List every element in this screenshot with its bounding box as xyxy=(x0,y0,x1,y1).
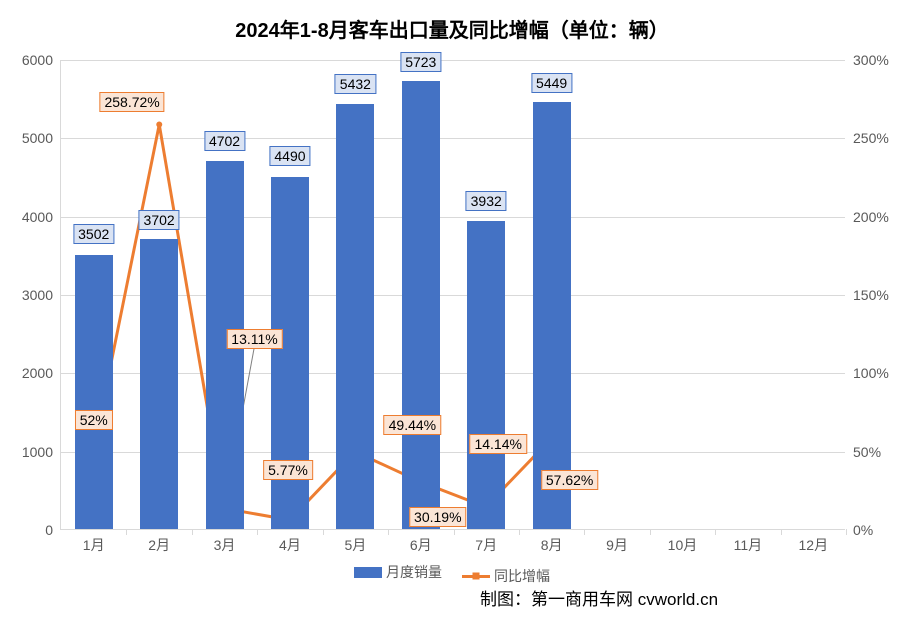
y-left-tick-label: 1000 xyxy=(22,444,61,460)
x-tick-label: 7月 xyxy=(475,529,497,555)
y-left-tick-label: 0 xyxy=(45,522,61,538)
line-value-label: 52% xyxy=(75,410,113,430)
legend-label: 月度销量 xyxy=(386,562,442,582)
x-tick-label: 1月 xyxy=(83,529,105,555)
x-tick-label: 8月 xyxy=(541,529,563,555)
line-value-label: 13.11% xyxy=(226,329,282,349)
y-left-tick-label: 4000 xyxy=(22,209,61,225)
bar-value-label: 5432 xyxy=(335,74,376,94)
x-tick-label: 2月 xyxy=(148,529,170,555)
x-tick-label: 10月 xyxy=(668,529,698,555)
bar xyxy=(402,81,440,529)
chart-title: 2024年1-8月客车出口量及同比增幅（单位：辆） xyxy=(0,0,904,43)
line-value-label: 5.77% xyxy=(263,460,313,480)
bar-value-label: 5449 xyxy=(531,73,572,93)
bar xyxy=(75,255,113,529)
bar xyxy=(336,104,374,530)
y-left-tick-label: 2000 xyxy=(22,365,61,381)
x-tick-label: 4月 xyxy=(279,529,301,555)
line-value-label: 30.19% xyxy=(409,507,466,527)
line-value-label: 258.72% xyxy=(99,92,164,112)
x-tick-label: 12月 xyxy=(798,529,828,555)
y-right-tick-label: 150% xyxy=(845,287,889,303)
x-tick xyxy=(257,529,258,535)
x-tick xyxy=(519,529,520,535)
x-tick-label: 3月 xyxy=(214,529,236,555)
bar-value-label: 4490 xyxy=(269,146,310,166)
legend-line-swatch xyxy=(462,575,490,578)
legend-item: 同比增幅 xyxy=(462,566,550,586)
bar-value-label: 3932 xyxy=(466,191,507,211)
x-tick-label: 11月 xyxy=(734,529,763,555)
x-tick-label: 5月 xyxy=(344,529,366,555)
chart-container: 2024年1-8月客车出口量及同比增幅（单位：辆） 01000200030004… xyxy=(0,0,904,620)
y-right-tick-label: 100% xyxy=(845,365,889,381)
x-tick xyxy=(192,529,193,535)
legend: 月度销量 同比增幅 xyxy=(0,562,904,586)
y-right-tick-label: 250% xyxy=(845,130,889,146)
bar xyxy=(467,221,505,529)
x-tick xyxy=(781,529,782,535)
y-left-tick-label: 5000 xyxy=(22,130,61,146)
x-tick-label: 6月 xyxy=(410,529,432,555)
x-tick xyxy=(650,529,651,535)
x-tick xyxy=(584,529,585,535)
y-right-tick-label: 200% xyxy=(845,209,889,225)
plot-area: 01000200030004000500060000%50%100%150%20… xyxy=(60,60,845,530)
line-value-label: 14.14% xyxy=(469,434,526,454)
bar-value-label: 5723 xyxy=(400,52,441,72)
bar-value-label: 3502 xyxy=(73,224,114,244)
y-left-tick-label: 6000 xyxy=(22,52,61,68)
x-tick xyxy=(323,529,324,535)
x-tick-label: 9月 xyxy=(606,529,628,555)
y-right-tick-label: 0% xyxy=(845,522,873,538)
bar xyxy=(140,239,178,529)
x-tick xyxy=(715,529,716,535)
x-tick xyxy=(126,529,127,535)
line-value-label: 49.44% xyxy=(384,415,441,435)
bar-value-label: 3702 xyxy=(139,210,180,230)
legend-item: 月度销量 xyxy=(354,562,442,582)
x-tick xyxy=(846,529,847,535)
bar xyxy=(533,102,571,529)
y-right-tick-label: 50% xyxy=(845,444,881,460)
line-marker xyxy=(156,122,162,128)
x-tick xyxy=(388,529,389,535)
line-svg xyxy=(61,60,845,529)
x-tick xyxy=(454,529,455,535)
y-left-tick-label: 3000 xyxy=(22,287,61,303)
legend-bar-swatch xyxy=(354,567,382,578)
line-value-label: 57.62% xyxy=(541,470,598,490)
legend-label: 同比增幅 xyxy=(494,566,550,586)
y-right-tick-label: 300% xyxy=(845,52,889,68)
bar-value-label: 4702 xyxy=(204,131,245,151)
credit-text: 制图：第一商用车网 cvworld.cn xyxy=(480,585,718,610)
